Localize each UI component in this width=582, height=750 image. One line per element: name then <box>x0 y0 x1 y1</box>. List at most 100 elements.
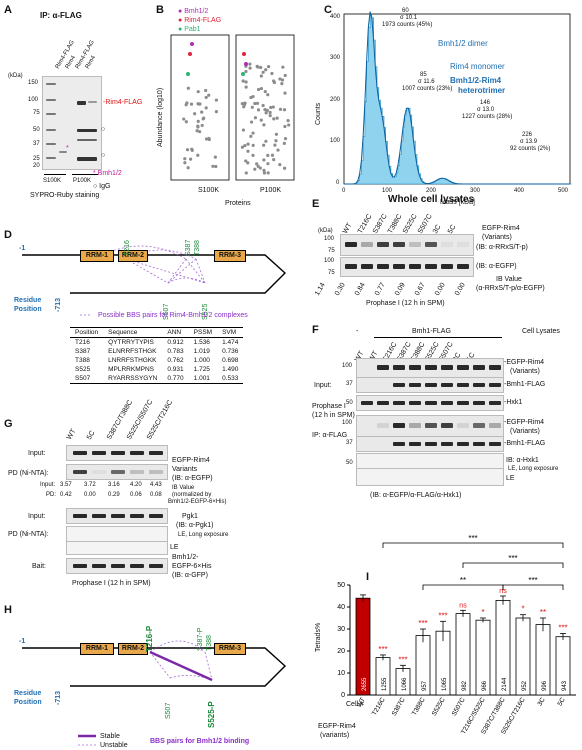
bmh-dot <box>190 42 194 46</box>
protein-dot <box>282 166 287 170</box>
blot-band <box>441 442 453 446</box>
blot-egfp <box>340 257 474 277</box>
fraction-bracket <box>72 174 98 175</box>
kda-label: (kDa) <box>318 228 333 234</box>
protein-dot <box>195 129 199 133</box>
protein-dot <box>267 65 271 69</box>
blot-band <box>92 564 106 568</box>
significance-label: ** <box>540 608 546 617</box>
value: 0.08 <box>150 492 162 498</box>
protein-dot <box>211 164 215 168</box>
blot-band <box>377 383 389 387</box>
y-tick-label: 30 <box>337 626 345 633</box>
marker-37: 37 <box>33 141 40 147</box>
right-label: EGFP-Rim4 <box>482 225 520 232</box>
peak-stat: σ 10.1 <box>400 15 418 21</box>
panel-d: D RRM-1 RRM-2 RRM-3 T216 S387 T388 S507 … <box>0 215 300 410</box>
protein-dot <box>184 120 188 124</box>
site-label: T388 <box>206 635 213 651</box>
ib-value: 0.67 <box>413 281 427 297</box>
site-label: S387-P <box>197 627 204 651</box>
cell: S507 <box>70 374 104 384</box>
annotation-monomer: Rim4 monomer <box>450 62 505 71</box>
protein-dot <box>185 148 190 152</box>
panel-label: B <box>156 4 164 16</box>
cell: ELNRRFSTHGK <box>108 348 157 355</box>
blot-input-bmh1 <box>356 377 504 393</box>
blot-input-rim4 <box>356 358 504 378</box>
panel-label: G <box>4 418 13 430</box>
peak-stat: 60 <box>402 8 409 14</box>
panel-title: Whole cell lysates <box>388 194 475 205</box>
bait-desc: EGFP-6×His <box>172 563 212 570</box>
col-header: ANN <box>162 327 189 338</box>
x-tick: 0 <box>342 188 346 194</box>
protein-dot <box>196 119 200 123</box>
table-row: S387 ELNRRFSTHGK 0.783 1.019 0.736 <box>70 347 243 356</box>
category-label: S525C <box>431 696 447 717</box>
blot-band <box>377 264 389 269</box>
blot-bait <box>66 558 168 574</box>
protein-dot <box>213 155 217 159</box>
band-label: (Variants) <box>510 428 540 435</box>
protein-dot <box>200 123 204 128</box>
value: 4.20 <box>130 482 142 488</box>
protein-dot <box>270 71 274 76</box>
protein-dot <box>214 98 219 102</box>
protein-dot <box>241 128 246 132</box>
protein-dot <box>269 105 273 110</box>
blot-pgk1-pd <box>66 526 168 542</box>
protein-dot <box>268 110 272 115</box>
lane-label: 5C <box>85 429 97 441</box>
cell: 0.762 <box>167 357 184 364</box>
y-axis-label: Counts <box>315 102 322 125</box>
protein-dot <box>255 162 259 166</box>
protein-dot <box>190 147 194 151</box>
protein-dot <box>186 166 190 170</box>
ib-label: (IB: α-EGFP) <box>172 475 213 482</box>
cell: 0.698 <box>222 357 239 364</box>
protein-dot <box>183 157 187 161</box>
protein-dot <box>246 142 250 146</box>
panel-label: C <box>324 4 332 16</box>
protein-dot <box>248 66 252 70</box>
col-header: PSSM <box>188 327 218 338</box>
blot-band <box>441 401 453 405</box>
ip-label: IP: α-FLAG <box>312 432 348 439</box>
protein-dot <box>207 93 211 97</box>
blot-band <box>345 264 357 269</box>
blot-band <box>409 401 421 405</box>
blot-band <box>361 442 373 446</box>
blot-band <box>361 423 373 428</box>
domain-rrm2: RRM-2 <box>118 643 148 655</box>
value: 3.57 <box>60 482 72 488</box>
cell-count: 996 <box>542 680 548 691</box>
blot-band <box>441 242 453 247</box>
category-label: 5C <box>557 696 567 707</box>
protein-dot <box>287 123 291 127</box>
protein-dot <box>263 108 267 112</box>
panel-f: F - Bmh1-FLAG Cell Lysates WT WT T216C S… <box>310 320 582 520</box>
blot-band <box>457 383 469 387</box>
blot-band <box>489 365 501 370</box>
blot-ip-hxk1 <box>356 453 504 469</box>
ib-value: 0.30 <box>333 281 347 297</box>
panel-label: D <box>4 229 12 241</box>
gel-image <box>42 76 102 170</box>
panel-c: C 0 100 200 300 400 0 100 200 300 400 50… <box>310 0 582 215</box>
domain-rrm3: RRM-3 <box>214 643 246 655</box>
blot-band <box>377 423 389 428</box>
end-value: 713 <box>55 297 62 310</box>
blot-band <box>377 365 389 370</box>
protein-dot <box>207 136 211 141</box>
blot-band <box>111 514 125 518</box>
blot-ip-rim4 <box>356 415 504 437</box>
protein-dot <box>196 124 200 128</box>
end-residue: -713 <box>55 690 62 705</box>
protein-dot <box>202 116 206 120</box>
cell-count: 957 <box>422 680 428 691</box>
annotation-dimer: Bmh1/2 dimer <box>438 39 488 48</box>
protein-dot <box>204 137 209 141</box>
blot-band <box>149 470 163 474</box>
blot-band <box>473 383 485 387</box>
